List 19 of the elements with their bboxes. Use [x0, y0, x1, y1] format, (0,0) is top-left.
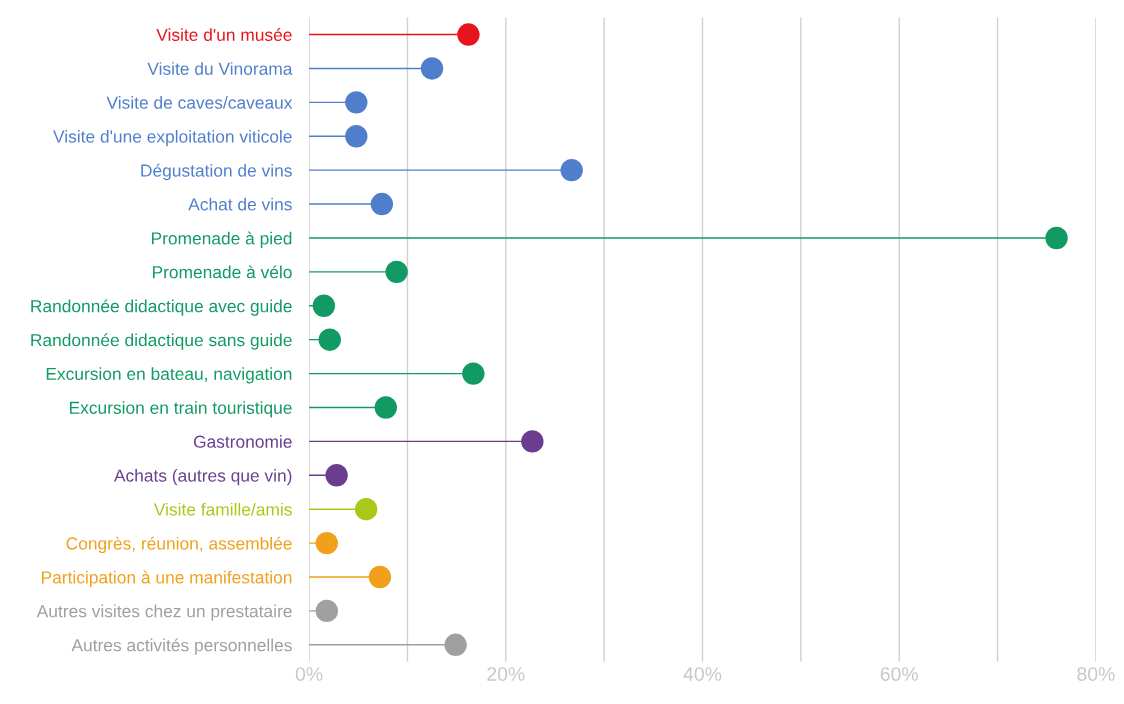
y-tick-label: Gastronomie	[193, 435, 292, 448]
y-tick-label: Randonnée didactique avec guide	[31, 299, 292, 316]
y-tick-label: Visite d'une exploitation viticole	[53, 129, 292, 147]
y-tick-label: Promenade à vélo	[152, 265, 292, 279]
y-tick-label: Randonnée didactique sans guide	[31, 333, 292, 350]
y-tick-label: Autres activités personnelles	[71, 638, 292, 655]
y-tick-label: Visite d'un musée	[156, 28, 292, 42]
y-tick-label: Promenade à pied	[151, 231, 292, 248]
y-tick-label: Achats (autres que vin)	[113, 469, 292, 486]
y-tick-label: Dégustation de vins	[141, 163, 292, 181]
y-tick-label: Congrès, réunion, assemblée	[66, 536, 292, 554]
y-tick-label: Visite de caves/caveaux	[106, 96, 293, 109]
y-tick-label: Visite famille/amis	[153, 502, 292, 516]
y-tick-label: Autres visites chez un prestataire	[36, 604, 292, 621]
y-tick-label: Participation à une manifestation	[41, 570, 292, 587]
y-tick-label: Visite du Vinorama	[147, 62, 293, 75]
y-tick-label: Excursion en bateau, navigation	[46, 367, 292, 384]
y-tick-label: Achat de vins	[188, 197, 292, 211]
y-tick-label: Excursion en train touristique	[69, 401, 292, 418]
